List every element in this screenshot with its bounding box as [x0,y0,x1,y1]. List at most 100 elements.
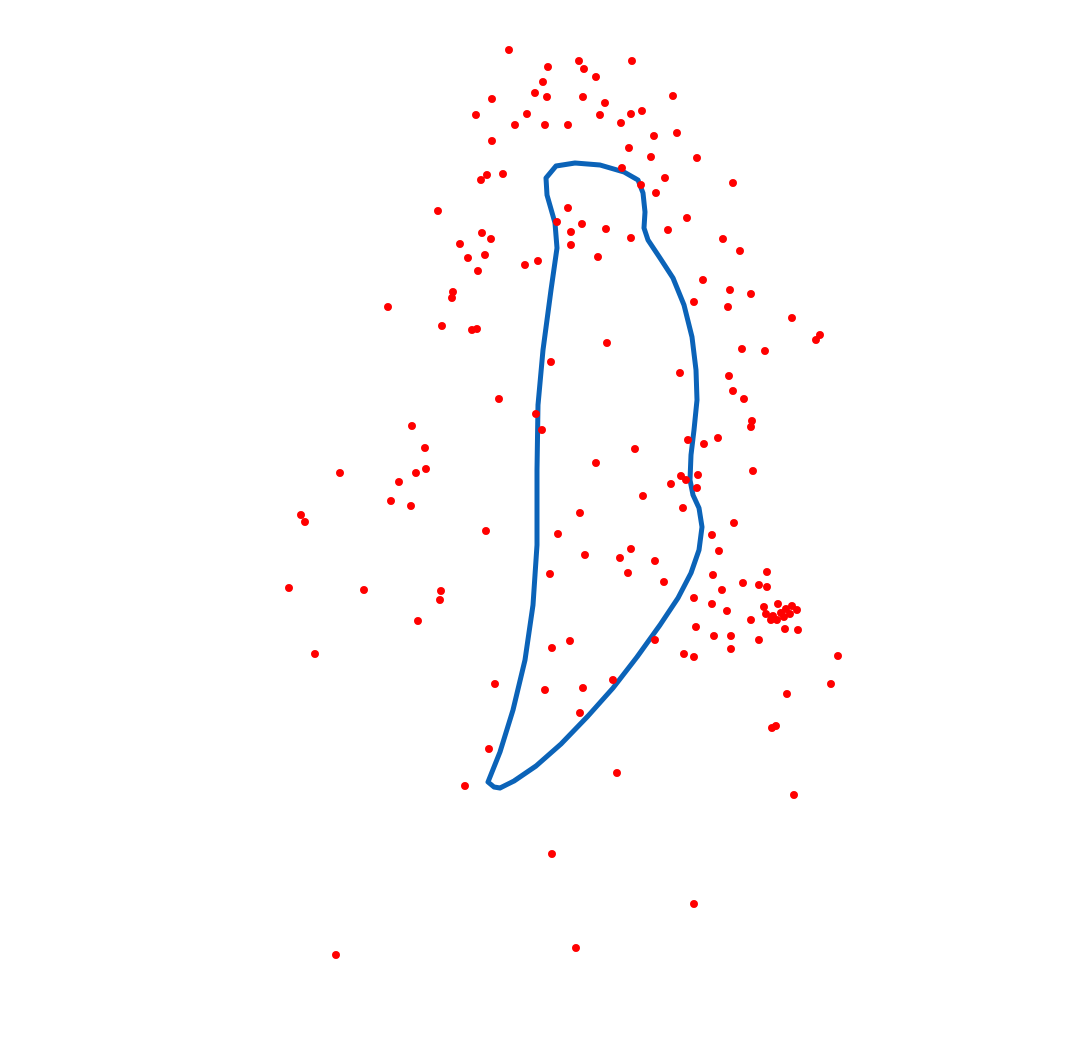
scatter-point [793,606,801,614]
scatter-point [747,290,755,298]
scatter-point [567,241,575,249]
scatter-point [726,286,734,294]
scatter-point [407,502,415,510]
scatter-point [714,434,722,442]
scatter-point [625,144,633,152]
scatter-point [725,372,733,380]
scatter-point [531,89,539,97]
scatter-point [414,617,422,625]
scatter-point [538,426,546,434]
scatter-point [285,584,293,592]
points-layer [285,46,842,959]
scatter-point [628,57,636,65]
scatter-point [700,440,708,448]
scatter-point [546,570,554,578]
scatter-point [384,303,392,311]
scatter-point [790,791,798,799]
scatter-point [488,95,496,103]
scatter-point [544,63,552,71]
scatter-point [788,314,796,322]
scatter-point [596,111,604,119]
scatter-point [311,650,319,658]
scatter-point [539,78,547,86]
scatter-point [564,121,572,129]
scatter-point [690,594,698,602]
scatter-point [715,547,723,555]
scatter-point [523,110,531,118]
scatter-point [464,254,472,262]
scatter-point [485,745,493,753]
scatter-point [624,569,632,577]
scatter-point [661,174,669,182]
scatter-point [651,557,659,565]
scatter-point [727,632,735,640]
scatter-point [594,253,602,261]
scatter-point [436,596,444,604]
scatter-point [553,218,561,226]
scatter-point [812,336,820,344]
scatter-point [603,339,611,347]
scatter-point [638,107,646,115]
scatter-point [693,484,701,492]
scatter-point [660,578,668,586]
scatter-point [422,465,430,473]
scatter-point [434,207,442,215]
scatter-point [690,900,698,908]
scatter-point [332,951,340,959]
scatter-point [729,179,737,187]
scatter-point [693,154,701,162]
scatter-point [616,554,624,562]
scatter-point [478,229,486,237]
scatter-point [482,527,490,535]
scatter-point [786,610,794,618]
scatter-point [566,637,574,645]
scatter-point [548,850,556,858]
scatter-point [579,93,587,101]
scatter-point [709,571,717,579]
scatter-point [724,303,732,311]
scatter-point [774,600,782,608]
scatter-point [412,469,420,477]
scatter-point [690,653,698,661]
scatter-point [548,644,556,652]
scatter-point [773,616,781,624]
scatter-point [631,445,639,453]
scatter-point [505,46,513,54]
scatter-point [690,298,698,306]
scatter-point [474,267,482,275]
scatter-point [669,92,677,100]
scatter-point [708,600,716,608]
scatter-point [794,626,802,634]
scatter-point [543,93,551,101]
scatter-point [673,129,681,137]
scatter-point [730,519,738,527]
scatter-point [755,636,763,644]
scatter-point [617,119,625,127]
scatter-point [719,235,727,243]
scatter-point [694,471,702,479]
scatter-point [438,322,446,330]
scatter-point [647,153,655,161]
scatter-point [575,57,583,65]
scatter-point [652,189,660,197]
scatter-point [491,680,499,688]
scatter-point [592,73,600,81]
scatter-point [682,476,690,484]
scatter-point [580,65,588,73]
scatter-point [511,121,519,129]
scatter-point [578,220,586,228]
scatter-point [456,240,464,248]
scatter-point [723,607,731,615]
scatter-point [547,358,555,366]
scatter-point [637,181,645,189]
scatter-point [592,459,600,467]
scatter-point [639,492,647,500]
scatter-point [749,467,757,475]
scatter-point [488,137,496,145]
scatter-point [541,121,549,129]
scatter-point [748,417,756,425]
scatter-point [739,579,747,587]
scatter-point [710,632,718,640]
scatter-point [477,176,485,184]
scatter-point [680,650,688,658]
